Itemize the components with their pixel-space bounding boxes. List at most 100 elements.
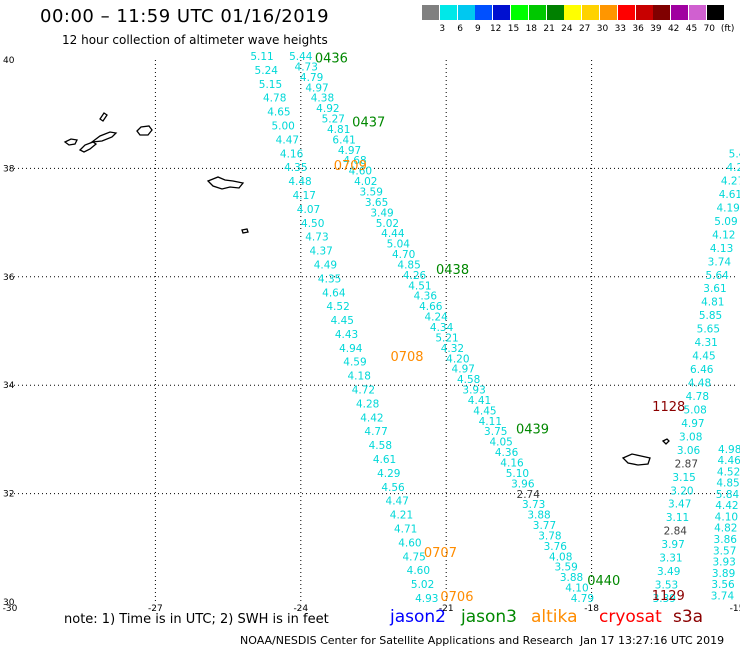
swh-reading: 4.61 xyxy=(373,454,396,466)
pass-time-label: 0440 xyxy=(587,574,620,589)
swh-reading: 4.26 xyxy=(403,270,427,282)
pass-time-label: 1128 xyxy=(652,400,685,415)
pass-time-label: 0436 xyxy=(315,52,348,67)
swh-reading: 4.10 xyxy=(715,511,738,523)
lon-tick-label: -21 xyxy=(439,604,454,614)
lat-tick-label: 30 xyxy=(3,598,15,608)
swh-reading: 3.11 xyxy=(666,512,689,524)
swh-reading: 4.42 xyxy=(715,500,738,512)
swh-reading: 4.43 xyxy=(335,329,358,341)
pass-time-label: 0437 xyxy=(352,116,385,131)
swh-reading: 4.56 xyxy=(381,482,405,494)
pass-time-label: 0707 xyxy=(424,546,457,561)
swh-reading: 4.35 xyxy=(318,273,341,285)
swh-reading: 4.45 xyxy=(331,315,354,327)
pass-time-label: 1129 xyxy=(652,589,685,604)
legend-swatch xyxy=(653,5,671,20)
swh-reading: 4.45 xyxy=(692,351,715,363)
swh-reading: 5.21 xyxy=(435,332,458,344)
swh-reading: 4.16 xyxy=(280,148,304,160)
pass-time-label: 0439 xyxy=(516,422,549,437)
island-outline xyxy=(63,138,78,146)
legend-label: 36 xyxy=(632,24,644,34)
swh-reading: 4.49 xyxy=(314,259,337,271)
legend-swatch xyxy=(617,5,635,20)
swh-reading: 3.74 xyxy=(708,256,732,268)
swh-reading: 5.15 xyxy=(259,79,282,91)
island-outline xyxy=(621,453,651,466)
island-outline xyxy=(241,228,249,234)
swh-reading: 6.41 xyxy=(332,134,355,146)
swh-reading: 4.50 xyxy=(301,218,324,230)
swh-reading: 4.37 xyxy=(309,246,332,258)
swh-reading: 4.70 xyxy=(392,249,415,261)
legend-swatch xyxy=(671,5,689,20)
swh-reading: 3.77 xyxy=(533,520,556,532)
legend-swatch xyxy=(475,5,493,20)
swh-reading: 4.18 xyxy=(348,371,371,383)
swh-reading: 4.34 xyxy=(430,322,454,334)
swh-reading: 4.46 xyxy=(717,455,740,467)
pass-time-label: 0708 xyxy=(390,350,423,365)
swh-reading: 3.49 xyxy=(370,207,393,219)
swh-reading: 4.31 xyxy=(694,337,717,349)
legend-swatch xyxy=(439,5,457,20)
swh-reading: 4.77 xyxy=(364,426,387,438)
legend-unit: (ft) xyxy=(720,24,735,34)
swh-reading: 5.85 xyxy=(699,310,722,322)
swh-reading: 4.66 xyxy=(419,301,443,313)
footer-credit: NOAA/NESDIS Center for Satellite Applica… xyxy=(240,634,574,647)
legend-label: 33 xyxy=(614,24,627,34)
swh-reading: 3.57 xyxy=(713,545,736,557)
swh-reading: 4.45 xyxy=(473,405,496,417)
swh-reading: 3.75 xyxy=(484,426,507,438)
swh-reading: 4.52 xyxy=(326,301,349,313)
legend-swatch xyxy=(493,5,511,20)
lat-tick-label: 38 xyxy=(3,164,15,174)
page-title: 00:00 – 11:59 UTC 01/16/2019 xyxy=(40,6,330,27)
legend-label: 39 xyxy=(650,24,662,34)
swh-reading: 3.15 xyxy=(672,472,695,484)
lat-tick-label: 40 xyxy=(3,56,15,66)
swh-reading: 3.86 xyxy=(714,534,738,546)
swh-reading: 4.24 xyxy=(424,312,448,324)
swh-reading: 5.08 xyxy=(683,404,706,416)
swh-reading: 4.58 xyxy=(369,440,392,452)
swh-reading: 5.10 xyxy=(506,468,529,480)
swh-reading: 4.73 xyxy=(305,232,328,244)
legend-swatch xyxy=(422,5,439,20)
swh-reading: 4.97 xyxy=(338,145,361,157)
swh-reading: 3.56 xyxy=(711,579,735,591)
legend-swatch xyxy=(635,5,653,20)
swh-reading: 5.00 xyxy=(271,120,294,132)
swh-reading: 3.97 xyxy=(661,539,684,551)
swh-reading: 4.85 xyxy=(397,259,420,271)
swh-reading: 4.19 xyxy=(716,202,739,214)
legend-swatch xyxy=(528,5,546,20)
swh-reading: 4.44 xyxy=(381,228,405,240)
swh-reading: 5.44 xyxy=(289,51,313,63)
swh-reading: 5.02 xyxy=(411,579,434,591)
swh-reading: 4.47 xyxy=(386,496,409,508)
swh-reading: 4.82 xyxy=(714,523,737,535)
swh-reading: 2.87 xyxy=(675,458,698,470)
swh-reading: 4.65 xyxy=(267,107,290,119)
legend-label: 6 xyxy=(457,24,463,34)
swh-reading: 4.73 xyxy=(295,61,318,73)
legend-swatch xyxy=(546,5,564,20)
swh-reading: 5.04 xyxy=(387,239,411,251)
swh-reading: 4.58 xyxy=(457,374,480,386)
swh-reading: 4.60 xyxy=(349,166,372,178)
swh-reading: 4.16 xyxy=(500,458,524,470)
legend-label: 24 xyxy=(561,24,573,34)
lon-tick-label: -27 xyxy=(148,604,163,614)
legend-label: 70 xyxy=(703,24,716,34)
swh-reading: 4.42 xyxy=(360,412,383,424)
lon-tick-label: -18 xyxy=(584,604,599,614)
satellite-name-cryosat: cryosat xyxy=(599,607,662,627)
swh-reading: 4.41 xyxy=(468,395,491,407)
swh-reading: 4.02 xyxy=(354,176,377,188)
swh-reading: 4.79 xyxy=(300,72,323,84)
swh-reading: 3.88 xyxy=(527,510,550,522)
